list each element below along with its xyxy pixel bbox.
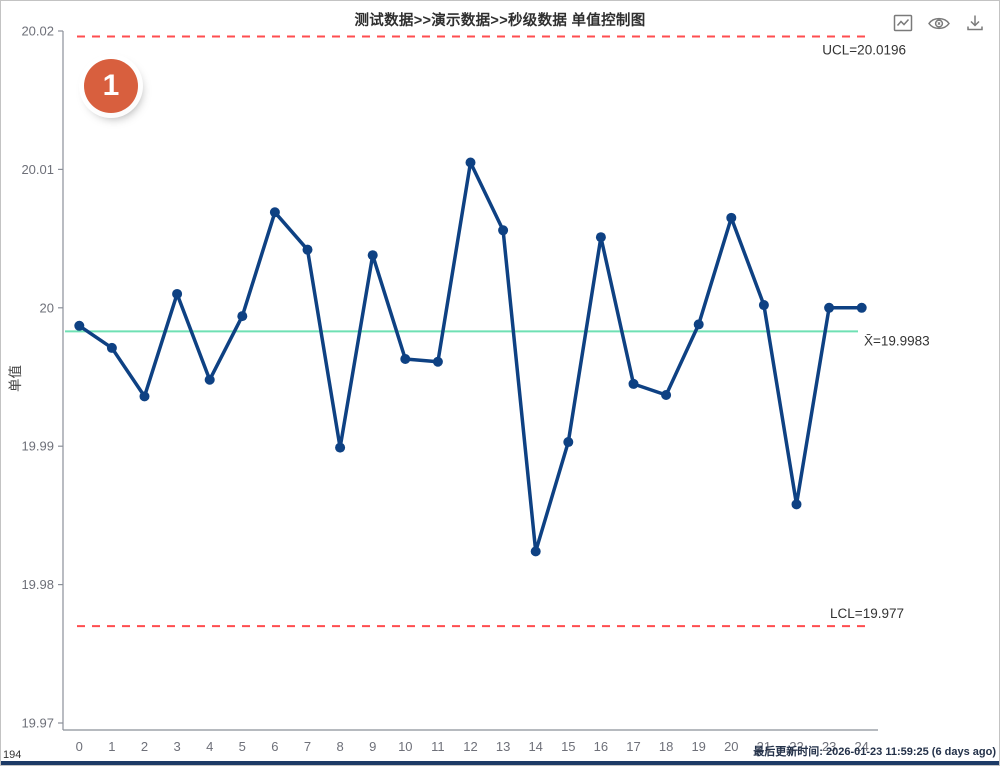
- x-tick-label: 18: [659, 739, 673, 754]
- data-point[interactable]: [693, 319, 704, 330]
- last-update-time: 最后更新时间: 2026-01-23 11:59:25 (6 days ago): [753, 746, 996, 758]
- data-point[interactable]: [465, 157, 476, 168]
- bottom-bar: [1, 761, 999, 765]
- data-point[interactable]: [498, 225, 509, 236]
- data-point[interactable]: [139, 391, 150, 402]
- x-tick-label: 21: [757, 739, 771, 754]
- x-tick-label: 16: [594, 739, 608, 754]
- x-tick-label: 10: [398, 739, 412, 754]
- y-tick-label: 20.01: [21, 162, 54, 177]
- x-tick-label: 20: [724, 739, 738, 754]
- x-tick-label: 0: [76, 739, 83, 754]
- annotation-badge-1: 1: [84, 59, 138, 113]
- data-point[interactable]: [432, 356, 443, 367]
- y-tick-label: 20.02: [21, 24, 54, 39]
- x-tick-label: 24: [854, 739, 868, 754]
- x-tick-label: 2: [141, 739, 148, 754]
- data-point[interactable]: [628, 378, 639, 389]
- line-chart-icon[interactable]: [893, 13, 913, 33]
- data-point[interactable]: [204, 374, 215, 385]
- data-point[interactable]: [758, 300, 769, 311]
- x-tick-label: 6: [271, 739, 278, 754]
- data-point[interactable]: [302, 244, 313, 255]
- x-tick-label: 1: [108, 739, 115, 754]
- x-tick-label: 22: [789, 739, 803, 754]
- x-tick-label: 11: [431, 739, 445, 754]
- x-tick-label: 15: [561, 739, 575, 754]
- data-point[interactable]: [661, 389, 672, 400]
- x-tick-label: 13: [496, 739, 510, 754]
- data-point[interactable]: [74, 320, 85, 331]
- data-point[interactable]: [530, 546, 541, 557]
- data-point[interactable]: [791, 499, 802, 510]
- x-tick-label: 8: [336, 739, 343, 754]
- data-point[interactable]: [726, 212, 737, 223]
- data-point[interactable]: [335, 442, 346, 453]
- x-tick-label: 9: [369, 739, 376, 754]
- data-point[interactable]: [400, 354, 411, 365]
- data-series-line: [77, 160, 864, 554]
- bottom-left-text: 194: [3, 749, 22, 761]
- y-axis-title: 单值: [8, 365, 23, 392]
- data-point[interactable]: [237, 311, 248, 322]
- x-tick-label: 4: [206, 739, 213, 754]
- chart-title: 测试数据>>演示数据>>秒级数据 单值控制图: [354, 13, 646, 29]
- download-icon[interactable]: [965, 13, 985, 33]
- chart-toolbox: [893, 13, 985, 33]
- ucl-label: UCL=20.0196: [822, 43, 906, 58]
- y-tick-label: 19.98: [21, 577, 54, 592]
- y-tick-label: 19.97: [21, 716, 54, 731]
- data-point[interactable]: [856, 302, 867, 313]
- data-point[interactable]: [172, 288, 183, 299]
- data-point[interactable]: [269, 207, 280, 218]
- data-point[interactable]: [824, 302, 835, 313]
- x-tick-label: 12: [463, 739, 477, 754]
- x-tick-label: 19: [691, 739, 705, 754]
- x-tick-label: 14: [528, 739, 542, 754]
- data-point[interactable]: [106, 342, 117, 353]
- x-tick-label: 3: [173, 739, 180, 754]
- eye-icon[interactable]: [928, 15, 950, 32]
- data-point[interactable]: [367, 250, 378, 261]
- x-tick-label: 5: [239, 739, 246, 754]
- y-tick-label: 19.99: [21, 439, 54, 454]
- x-tick-label: 23: [822, 739, 836, 754]
- data-point[interactable]: [563, 437, 574, 448]
- lcl-label: LCL=19.977: [830, 606, 904, 621]
- data-point[interactable]: [595, 232, 606, 243]
- y-tick-label: 20: [40, 300, 54, 315]
- center-line-label: X̄=19.9983: [864, 333, 930, 348]
- x-tick-label: 7: [304, 739, 311, 754]
- x-tick-label: 17: [626, 739, 640, 754]
